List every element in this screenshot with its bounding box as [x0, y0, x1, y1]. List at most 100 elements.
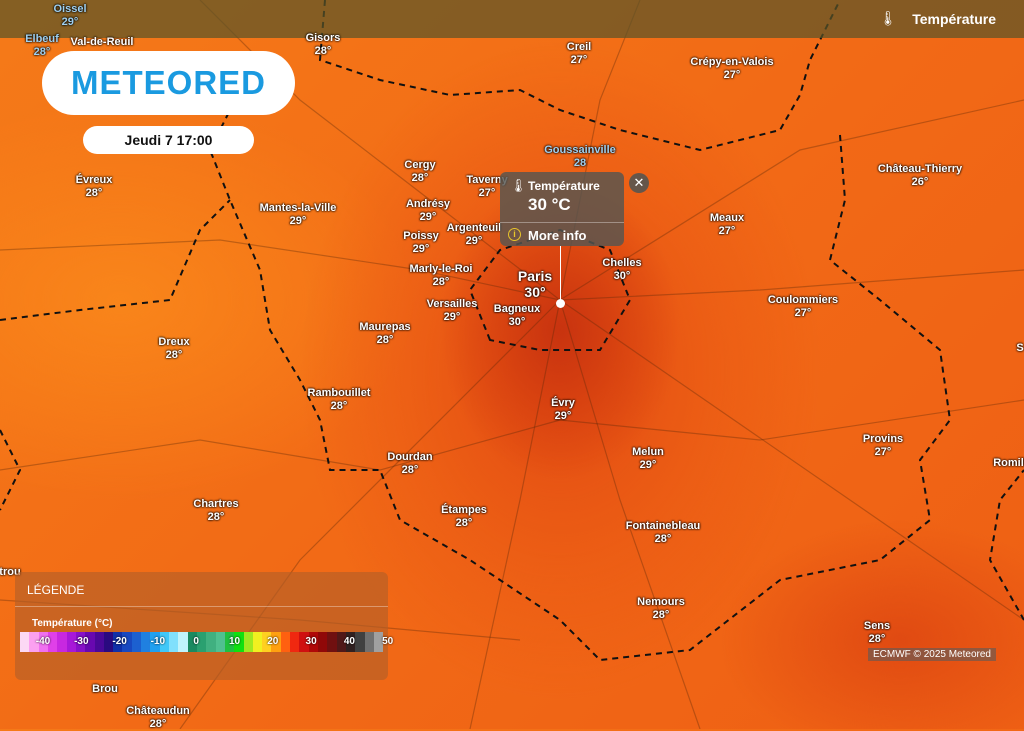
city-name: Crépy-en-Valois	[690, 56, 774, 68]
color-swatch	[252, 632, 263, 652]
city-label[interactable]: Fontainebleau 28°	[626, 520, 701, 546]
city-label[interactable]: Gisors 28°	[306, 32, 341, 58]
city-label[interactable]: S	[1016, 342, 1023, 355]
city-label[interactable]: Dreux 28°	[158, 336, 189, 362]
city-temperature: 30°	[508, 316, 526, 328]
city-label[interactable]: Val-de-Reuil	[71, 36, 134, 49]
popup-value: 30 °C	[528, 195, 571, 214]
city-label[interactable]: Argenteuil 29°	[447, 222, 501, 248]
location-marker[interactable]	[556, 299, 565, 308]
city-label[interactable]: Taverny 27°	[466, 174, 507, 200]
color-swatch	[373, 632, 384, 652]
city-label[interactable]: Brou	[92, 683, 118, 696]
city-name: S	[1016, 342, 1024, 354]
close-popup-button[interactable]: ✕	[629, 173, 649, 193]
city-temperature: 29°	[639, 459, 657, 471]
city-temperature: 28°	[165, 349, 183, 361]
city-temperature: 27°	[478, 187, 496, 199]
city-temperature: 28°	[411, 172, 429, 184]
city-label[interactable]: Versailles 29°	[427, 298, 478, 324]
city-label[interactable]: Creil 27°	[567, 41, 591, 67]
color-swatch	[94, 632, 104, 652]
city-temperature: 29°	[465, 235, 483, 247]
city-name: Mantes-la-Ville	[259, 202, 337, 214]
city-label[interactable]: Dourdan 28°	[387, 451, 432, 477]
city-temperature: 29°	[289, 215, 307, 227]
city-name: Châteaudun	[126, 705, 190, 717]
color-swatch	[345, 632, 356, 652]
city-label[interactable]: Nemours 28°	[637, 596, 685, 622]
color-swatch	[336, 632, 346, 652]
city-label[interactable]: Meaux 27°	[710, 212, 744, 238]
city-temperature: 28°	[401, 464, 419, 476]
city-label[interactable]: Marly-le-Roi 28°	[410, 263, 473, 289]
color-swatch	[271, 632, 281, 652]
divider	[15, 606, 388, 607]
layer-label[interactable]: Température	[912, 11, 996, 27]
info-icon[interactable]: i	[508, 228, 521, 241]
city-name: Goussainville	[544, 144, 616, 156]
color-swatch	[178, 632, 188, 652]
city-label[interactable]: Mantes-la-Ville 29°	[260, 202, 337, 228]
city-name: Andrésy	[405, 198, 451, 210]
city-label[interactable]: Crépy-en-Valois 27°	[690, 56, 773, 82]
city-name: Val-de-Reuil	[70, 36, 134, 48]
color-swatch	[150, 632, 160, 652]
city-name: Chartres	[193, 498, 239, 510]
city-temperature: 27°	[718, 225, 736, 237]
forecast-date[interactable]: Jeudi 7 17:00	[83, 126, 254, 154]
meteored-logo[interactable]: METEORED	[42, 51, 295, 115]
city-label[interactable]: Évreux 28°	[76, 174, 113, 200]
city-label[interactable]: Maurepas 28°	[359, 321, 410, 347]
city-name: Marly-le-Roi	[409, 263, 473, 275]
legend-subtitle: Température (°C)	[32, 618, 113, 629]
city-name: Oissel	[53, 3, 87, 15]
city-label[interactable]: Coulommiers 27°	[768, 294, 838, 320]
credit: ECMWF © 2025 Meteored	[868, 648, 996, 661]
city-temperature: 28	[573, 157, 587, 169]
legend-tick: -30	[74, 636, 89, 647]
legend-tick: -10	[150, 636, 166, 647]
city-label[interactable]: Provins 27°	[863, 433, 903, 459]
popup-pointer-line	[560, 246, 561, 302]
city-label[interactable]: Andrésy 29°	[406, 198, 450, 224]
color-swatch	[57, 632, 67, 652]
color-swatch	[38, 632, 48, 652]
city-label[interactable]: Elbeuf 28°	[25, 33, 59, 59]
popup-title: Température	[528, 179, 600, 193]
city-label[interactable]: Sens 28°	[864, 620, 890, 646]
city-label[interactable]: Chartres 28°	[193, 498, 238, 524]
city-label[interactable]: Poissy 29°	[403, 230, 438, 256]
legend-tick: 20	[267, 636, 279, 647]
city-label[interactable]: Paris 30°	[518, 268, 552, 300]
legend-tick: 50	[382, 636, 394, 647]
city-label[interactable]: Châteaudun 28°	[126, 705, 190, 731]
city-label[interactable]: Étampes 28°	[441, 504, 487, 530]
city-label[interactable]: Romill	[993, 457, 1024, 470]
color-swatch	[243, 632, 253, 652]
city-temperature: 29°	[61, 16, 79, 28]
city-label[interactable]: Melun 29°	[632, 446, 664, 472]
city-name: Dreux	[158, 336, 190, 348]
city-label[interactable]: Chelles 30°	[602, 257, 641, 283]
city-label[interactable]: Cergy 28°	[404, 159, 435, 185]
city-label[interactable]: Bagneux 30°	[494, 303, 540, 329]
legend-tick: -20	[112, 636, 127, 647]
legend-tick: -40	[35, 636, 51, 647]
city-label[interactable]: Oissel 29°	[53, 3, 86, 29]
city-label[interactable]: Évry 29°	[551, 397, 575, 423]
legend-panel: LÉGENDE Température (°C) -40 -30 -20 -10 0 10…	[15, 572, 393, 680]
color-swatch	[290, 632, 300, 652]
city-name: Bagneux	[493, 303, 541, 315]
more-info-link[interactable]: More info	[528, 228, 587, 243]
city-label[interactable]: Rambouillet 28°	[308, 387, 371, 413]
city-label[interactable]: Château-Thierry 26°	[878, 163, 962, 189]
color-swatch	[234, 632, 244, 652]
divider	[500, 222, 624, 223]
color-swatch	[318, 632, 328, 652]
color-swatch	[47, 632, 58, 652]
city-temperature: 28°	[207, 511, 225, 523]
city-label[interactable]: Goussainville 28	[544, 144, 616, 170]
city-name: Coulommiers	[767, 294, 839, 306]
